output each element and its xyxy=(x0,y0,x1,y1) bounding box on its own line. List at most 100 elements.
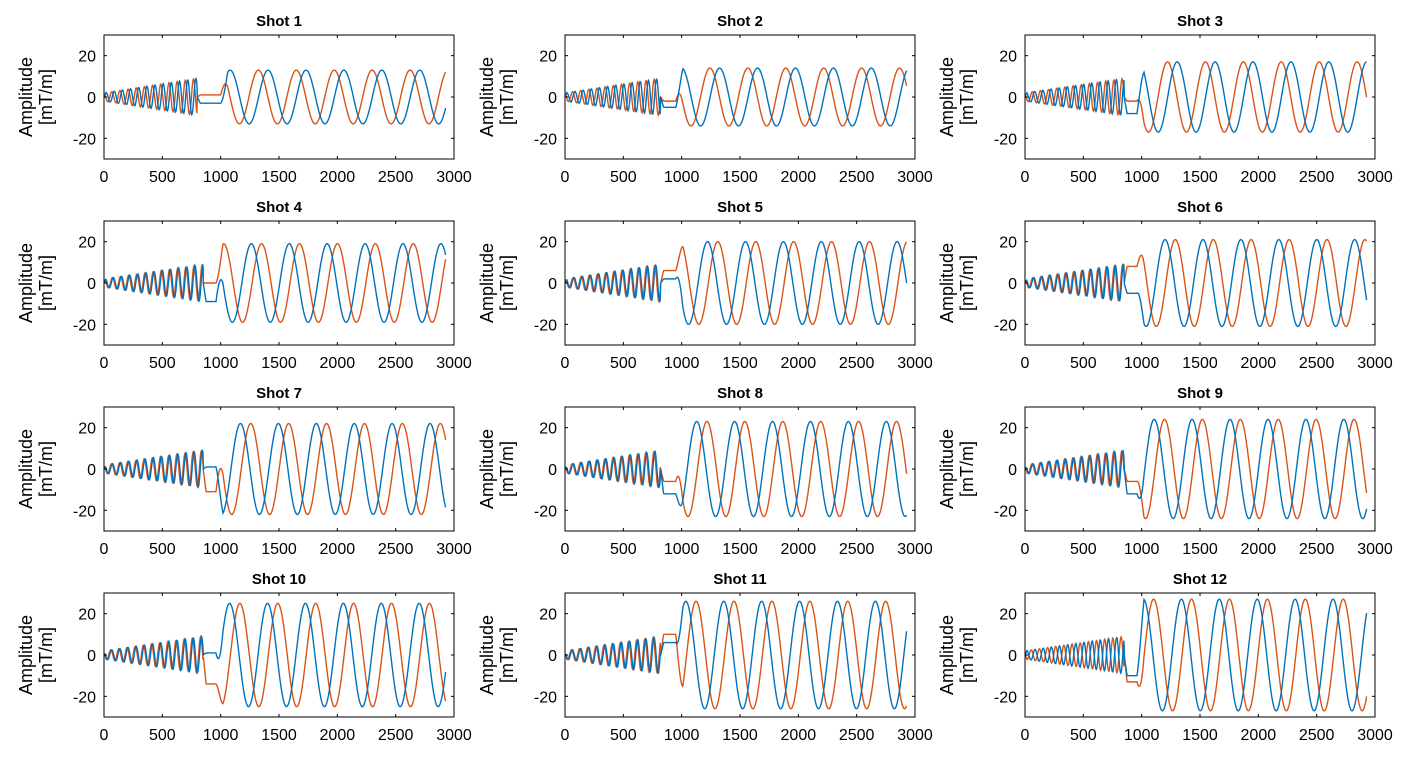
y-axis-label: Amplitude xyxy=(16,243,36,323)
x-tick-label: 500 xyxy=(610,169,637,186)
subplot-shot-2: Shot 2 Amplitude [mT/m] 0 500 1000 1500 2000 250… xyxy=(477,13,933,186)
y-axis-label: Amplitude xyxy=(937,429,957,509)
y-tick-label: 0 xyxy=(548,90,557,107)
y-axis-label: Amplitude xyxy=(477,243,497,323)
x-tick-label: 500 xyxy=(1070,727,1097,744)
x-tick-label: 3000 xyxy=(897,355,933,372)
x-tick-label: 0 xyxy=(100,355,109,372)
y-tick-label: 0 xyxy=(87,462,96,479)
x-tick-label: 500 xyxy=(1070,355,1097,372)
y-tick-label: -20 xyxy=(534,503,557,520)
x-tick-label: 2000 xyxy=(1241,727,1277,744)
y-tick-label: 20 xyxy=(78,49,96,66)
subplot-shot-1: Shot 1 Amplitude [mT/m] 0 500 1000 1500 2000 250… xyxy=(16,13,472,186)
x-tick-label: 2000 xyxy=(1241,355,1277,372)
x-tick-label: 1000 xyxy=(203,355,239,372)
axes-box xyxy=(1024,220,1376,346)
subplot-title: Shot 9 xyxy=(1177,385,1223,402)
y-axis-unit: [mT/m] xyxy=(957,69,977,125)
x-tick-label: 1000 xyxy=(203,541,239,558)
x-tick-label: 0 xyxy=(561,727,570,744)
y-axis-unit: [mT/m] xyxy=(957,255,977,311)
x-tick-label: 1500 xyxy=(261,355,297,372)
subplot-title: Shot 10 xyxy=(252,571,306,588)
x-tick-label: 1000 xyxy=(664,355,700,372)
y-tick-label: 0 xyxy=(87,648,96,665)
series-line-series_a xyxy=(565,420,908,518)
series-line-series_a xyxy=(104,422,447,516)
x-tick-label: 3000 xyxy=(1357,355,1393,372)
y-axis-unit: [mT/m] xyxy=(957,627,977,683)
x-tick-label: 1000 xyxy=(664,169,700,186)
y-tick-label: -20 xyxy=(994,317,1017,334)
x-tick-label: 2000 xyxy=(781,169,817,186)
subplot-title: Shot 4 xyxy=(256,199,302,216)
x-tick-label: 500 xyxy=(149,727,176,744)
series-line-series_a xyxy=(1025,238,1368,328)
y-tick-label: 0 xyxy=(87,276,96,293)
y-tick-label: 0 xyxy=(548,648,557,665)
y-tick-label: 0 xyxy=(1008,90,1017,107)
y-tick-label: 0 xyxy=(548,462,557,479)
x-tick-label: 3000 xyxy=(897,541,933,558)
y-tick-label: -20 xyxy=(994,503,1017,520)
x-tick-label: 0 xyxy=(1021,355,1030,372)
y-tick-label: 0 xyxy=(1008,462,1017,479)
series-line-series_b xyxy=(104,602,447,708)
x-tick-label: 1500 xyxy=(722,541,758,558)
series-line-series_a xyxy=(1025,61,1367,133)
x-tick-label: 2500 xyxy=(1299,727,1335,744)
x-tick-label: 2000 xyxy=(781,727,817,744)
y-tick-label: -20 xyxy=(534,317,557,334)
subplot-title: Shot 12 xyxy=(1173,571,1227,588)
x-tick-label: 3000 xyxy=(436,355,472,372)
x-tick-label: 1500 xyxy=(722,169,758,186)
series-line-series_b xyxy=(565,240,908,326)
subplot-title: Shot 6 xyxy=(1177,199,1223,216)
y-tick-label: 0 xyxy=(87,90,96,107)
x-tick-label: 2500 xyxy=(378,727,414,744)
x-tick-label: 500 xyxy=(149,541,176,558)
y-axis-label: Amplitude xyxy=(477,429,497,509)
subplot-title: Shot 2 xyxy=(717,13,763,30)
x-tick-label: 500 xyxy=(149,169,176,186)
series-line-series_b xyxy=(565,67,908,127)
y-tick-label: 20 xyxy=(539,49,557,66)
x-tick-label: 1000 xyxy=(664,541,700,558)
y-tick-label: 0 xyxy=(1008,276,1017,293)
series-line-series_a xyxy=(1025,418,1368,520)
x-tick-label: 0 xyxy=(1021,169,1030,186)
x-tick-label: 0 xyxy=(561,169,570,186)
y-tick-label: 20 xyxy=(539,607,557,624)
x-tick-label: 1500 xyxy=(261,541,297,558)
series-line-series_b xyxy=(1025,61,1368,133)
y-axis-label: Amplitude xyxy=(477,615,497,695)
x-tick-label: 0 xyxy=(100,727,109,744)
y-tick-label: -20 xyxy=(73,317,96,334)
series-line-series_a xyxy=(565,600,908,710)
series-line-series_a xyxy=(104,602,447,708)
x-tick-label: 1500 xyxy=(1182,541,1218,558)
y-tick-label: -20 xyxy=(73,503,96,520)
y-tick-label: -20 xyxy=(534,131,557,148)
x-tick-label: 1500 xyxy=(261,169,297,186)
y-axis-label: Amplitude xyxy=(937,57,957,137)
x-tick-label: 1500 xyxy=(1182,355,1218,372)
x-tick-label: 1000 xyxy=(1124,727,1160,744)
x-tick-label: 3000 xyxy=(436,541,472,558)
x-tick-label: 0 xyxy=(100,169,109,186)
x-tick-label: 500 xyxy=(610,541,637,558)
x-tick-label: 1000 xyxy=(203,169,239,186)
y-tick-label: 20 xyxy=(999,421,1017,438)
subplot-title: Shot 8 xyxy=(717,385,763,402)
y-tick-label: 20 xyxy=(78,607,96,624)
y-tick-label: 20 xyxy=(999,49,1017,66)
subplot-title: Shot 11 xyxy=(713,571,766,588)
series-line-series_b xyxy=(1025,418,1368,520)
x-tick-label: 0 xyxy=(561,355,570,372)
subplot-title: Shot 5 xyxy=(717,199,763,216)
x-tick-label: 2500 xyxy=(378,355,414,372)
x-tick-label: 3000 xyxy=(897,727,933,744)
x-tick-label: 2500 xyxy=(839,727,875,744)
